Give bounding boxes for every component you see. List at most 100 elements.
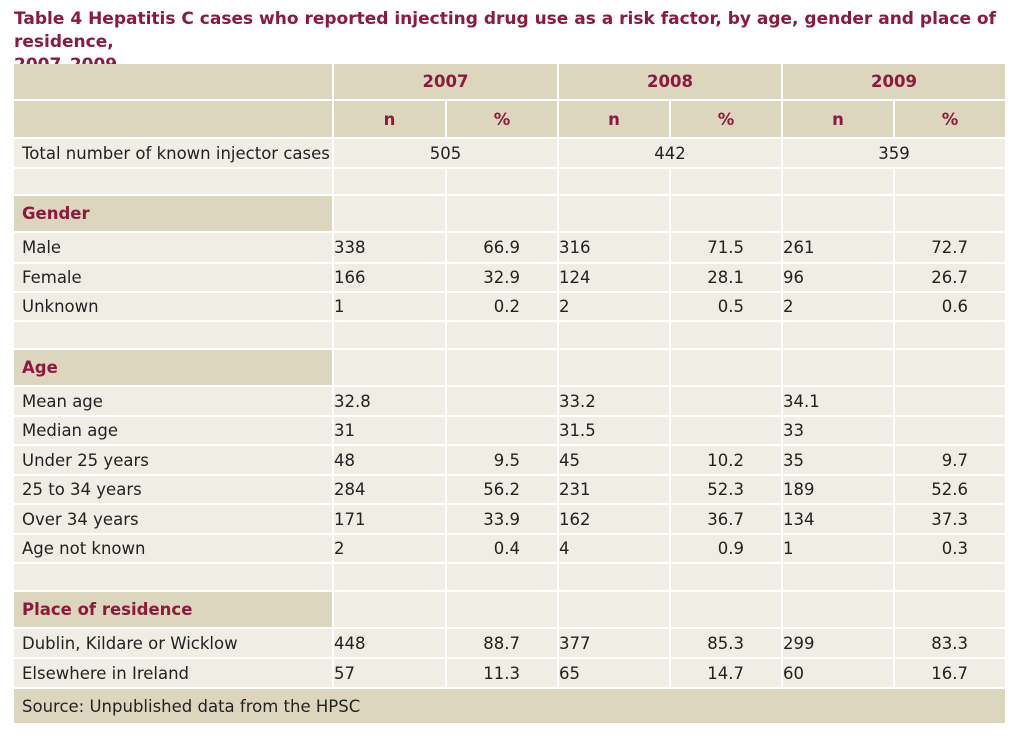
- percent-cell: 11.3: [445, 657, 557, 687]
- count-cell: 299: [781, 627, 893, 657]
- data-table: 2007 2008 2009 n% n% n% Total number of known …: [14, 64, 1005, 723]
- percent-cell: 52.3: [669, 474, 781, 503]
- section-title-row: Place of residence: [14, 590, 1005, 627]
- percent-cell: 36.7: [669, 503, 781, 533]
- percent-cell: 0.9: [669, 533, 781, 562]
- row-label: Age not known: [14, 533, 332, 562]
- percent-cell: 14.7: [669, 657, 781, 687]
- empty-cell: [445, 167, 557, 194]
- count-cell: 162: [557, 503, 669, 533]
- empty-cell: [445, 194, 557, 231]
- empty-cell: [669, 590, 781, 627]
- empty-cell: [332, 194, 445, 231]
- empty-cell: [893, 167, 1005, 194]
- percent-cell: 83.3: [893, 627, 1005, 657]
- percent-cell: [669, 385, 781, 415]
- percent-cell: 9.5: [445, 444, 557, 474]
- subheader-percent: %: [445, 99, 557, 137]
- percent-cell: 52.6: [893, 474, 1005, 503]
- empty-cell: [781, 562, 893, 590]
- count-cell: 65: [557, 657, 669, 687]
- count-cell: 48: [332, 444, 445, 474]
- count-cell: 171: [332, 503, 445, 533]
- count-cell: 96: [781, 262, 893, 291]
- subheader-n: n: [332, 99, 445, 137]
- empty-cell: [445, 348, 557, 385]
- row-label: Male: [14, 231, 332, 262]
- section-title: Gender: [14, 194, 332, 231]
- percent-cell: 16.7: [893, 657, 1005, 687]
- row-label: Unknown: [14, 291, 332, 320]
- table-row: Mean age 32.8 33.2 34.1: [14, 385, 1005, 415]
- percent-cell: 88.7: [445, 627, 557, 657]
- percent-cell: 0.2: [445, 291, 557, 320]
- empty-cell: [669, 194, 781, 231]
- percent-cell: [669, 415, 781, 444]
- table-row: Over 34 years 171 33.9 162 36.7 134 37.3: [14, 503, 1005, 533]
- count-cell: 31: [332, 415, 445, 444]
- table-row: Age not known 2 0.4 4 0.9 1 0.3: [14, 533, 1005, 562]
- percent-cell: 0.3: [893, 533, 1005, 562]
- empty-cell: [332, 167, 445, 194]
- count-cell: 4: [557, 533, 669, 562]
- row-label: Under 25 years: [14, 444, 332, 474]
- count-cell: 124: [557, 262, 669, 291]
- section-title-row: Gender: [14, 194, 1005, 231]
- source-note: Source: Unpublished data from the HPSC: [14, 687, 1005, 723]
- percent-cell: [445, 385, 557, 415]
- table-row: Dublin, Kildare or Wicklow 448 88.7 377 85.3…: [14, 627, 1005, 657]
- percent-cell: 26.7: [893, 262, 1005, 291]
- count-cell: 261: [781, 231, 893, 262]
- count-cell: 316: [557, 231, 669, 262]
- count-cell: 2: [781, 291, 893, 320]
- empty-cell: [14, 167, 332, 194]
- table-row: 25 to 34 years 284 56.2 231 52.3 189 52.6: [14, 474, 1005, 503]
- subheader-n: n: [781, 99, 893, 137]
- count-cell: 35: [781, 444, 893, 474]
- empty-cell: [669, 348, 781, 385]
- count-cell: 57: [332, 657, 445, 687]
- percent-cell: [893, 415, 1005, 444]
- table-row: Median age 31 31.5 33: [14, 415, 1005, 444]
- count-cell: 31.5: [557, 415, 669, 444]
- empty-cell: [557, 562, 669, 590]
- row-label: Median age: [14, 415, 332, 444]
- empty-cell: [557, 590, 669, 627]
- empty-cell: [669, 562, 781, 590]
- empty-cell: [332, 562, 445, 590]
- percent-cell: 85.3: [669, 627, 781, 657]
- empty-cell: [445, 590, 557, 627]
- count-cell: 33.2: [557, 385, 669, 415]
- header-corner-cell: [14, 64, 332, 99]
- row-label: Female: [14, 262, 332, 291]
- empty-cell: [445, 562, 557, 590]
- year-header-2009: 2009: [781, 64, 1005, 99]
- section-title: Place of residence: [14, 590, 332, 627]
- percent-cell: 56.2: [445, 474, 557, 503]
- empty-cell: [14, 320, 332, 348]
- source-row: Source: Unpublished data from the HPSC: [14, 687, 1005, 723]
- percent-cell: 32.9: [445, 262, 557, 291]
- percent-cell: 10.2: [669, 444, 781, 474]
- table-row: Unknown 1 0.2 2 0.5 2 0.6: [14, 291, 1005, 320]
- subheader-row: n% n% n%: [14, 99, 1005, 137]
- empty-cell: [14, 562, 332, 590]
- percent-cell: 0.4: [445, 533, 557, 562]
- empty-cell: [557, 320, 669, 348]
- year-header-2007: 2007: [332, 64, 557, 99]
- total-value: 505: [332, 137, 557, 167]
- total-row: Total number of known injector cases 505 4…: [14, 137, 1005, 167]
- count-cell: 2: [557, 291, 669, 320]
- percent-cell: [893, 385, 1005, 415]
- row-label: Mean age: [14, 385, 332, 415]
- count-cell: 34.1: [781, 385, 893, 415]
- spacer-row: [14, 562, 1005, 590]
- empty-cell: [893, 562, 1005, 590]
- empty-cell: [332, 320, 445, 348]
- empty-cell: [557, 348, 669, 385]
- total-value: 359: [781, 137, 1005, 167]
- table-body: 2007 2008 2009 n% n% n% Total number of known …: [14, 64, 1005, 723]
- count-cell: 448: [332, 627, 445, 657]
- count-cell: 32.8: [332, 385, 445, 415]
- count-cell: 377: [557, 627, 669, 657]
